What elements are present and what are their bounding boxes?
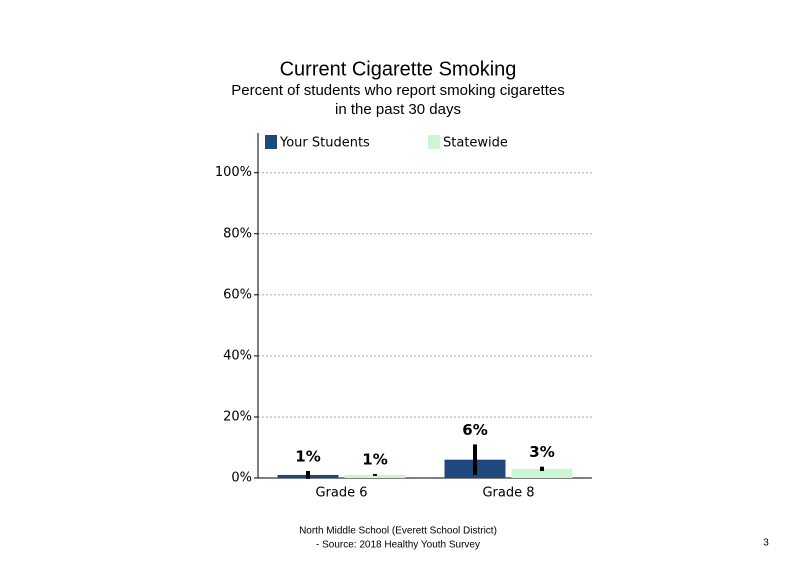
y-tick-label: 0% [231, 471, 252, 486]
legend-label: Your Students [279, 136, 370, 151]
footer-text: - Source: 2018 Healthy Youth Survey [316, 540, 480, 551]
y-tick-label: 20% [223, 409, 252, 424]
legend-swatch [428, 135, 440, 149]
y-tick-label: 40% [223, 348, 252, 363]
y-tick-label: 80% [223, 226, 252, 241]
bar [511, 468, 573, 478]
chart-subtitle: in the past 30 days [335, 101, 461, 118]
x-tick-label: Grade 8 [482, 486, 534, 501]
y-tick-label: 60% [223, 287, 252, 302]
value-label: 1% [362, 451, 387, 469]
chart-title: Current Cigarette Smoking [280, 58, 517, 80]
legend-swatch [265, 135, 277, 149]
page-number: 3 [763, 538, 769, 549]
x-tick-label: Grade 6 [315, 486, 367, 501]
value-label: 6% [462, 421, 487, 439]
chart-subtitle: Percent of students who report smoking c… [231, 82, 565, 99]
y-tick-label: 100% [215, 165, 252, 180]
legend-label: Statewide [443, 136, 508, 151]
value-label: 1% [295, 447, 320, 465]
bar [344, 474, 406, 478]
footer-text: North Middle School (Everett School Dist… [299, 526, 497, 537]
value-label: 3% [529, 443, 554, 461]
